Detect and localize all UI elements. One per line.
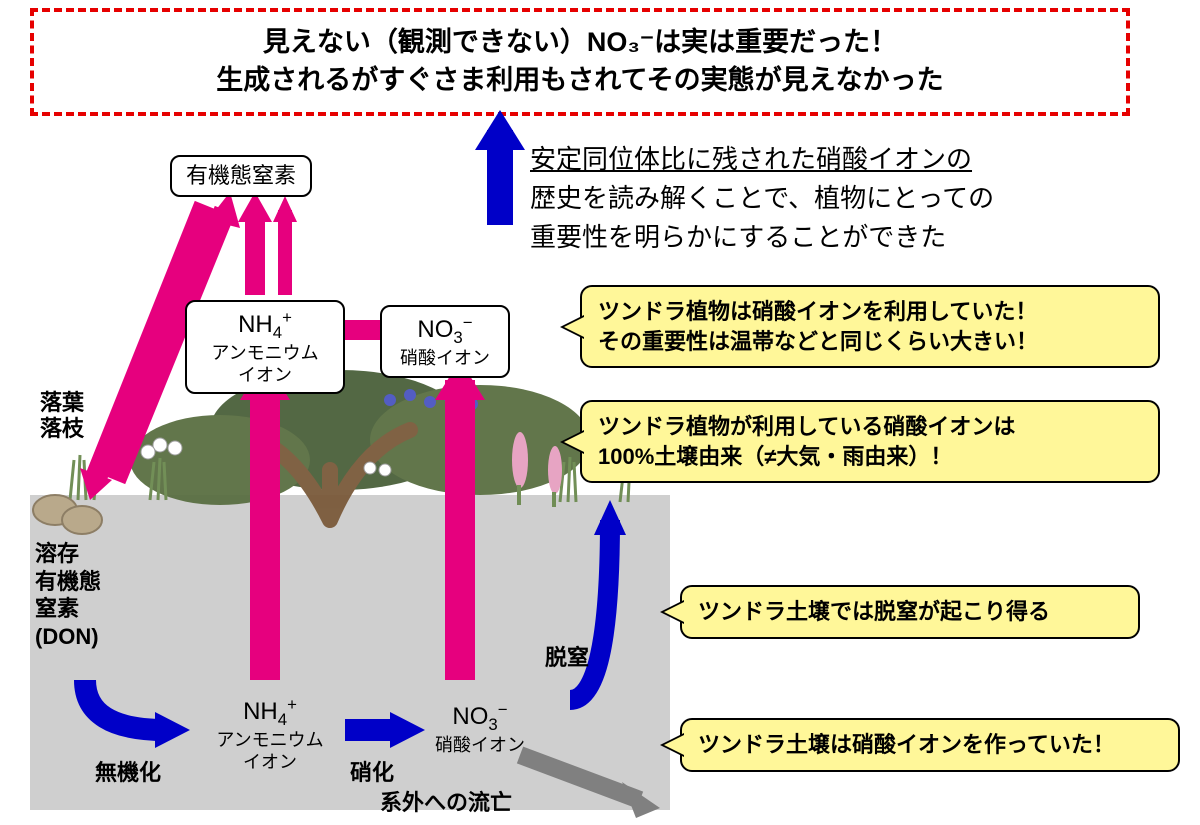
nh4-soil-l2: アンモニウム (195, 730, 345, 752)
don2: 有機態 (35, 568, 101, 596)
node-organic-n-label: 有機態窒素 (186, 163, 296, 188)
s3: ツンドラ土壌では脱窒が起こり得る (698, 599, 1050, 624)
label-nitrification: 硝化 (350, 760, 394, 786)
s1l1: ツンドラ植物は硝酸イオンを利用していた！ (598, 297, 1142, 327)
don3: 窒素 (35, 595, 101, 623)
s2l2: 100%土壌由来（≠大気・雨由来）！ (598, 442, 1142, 472)
don1: 溶存 (35, 540, 101, 568)
label-don: 溶存 有機態 窒素 (DON) (35, 540, 101, 650)
s4: ツンドラ土壌は硝酸イオンを作っていた！ (698, 732, 1115, 757)
nh4-soil-l3: イオン (195, 752, 345, 774)
nh4-top-l2: アンモニウム (201, 343, 329, 365)
no3-soil-l2: 硝酸イオン (420, 735, 540, 757)
speech-1: ツンドラ植物は硝酸イオンを利用していた！ その重要性は温帯などと同じくらい大きい… (580, 285, 1160, 368)
speech-2: ツンドラ植物が利用している硝酸イオンは 100%土壌由来（≠大気・雨由来）！ (580, 400, 1160, 483)
node-nh4-soil: NH4+ アンモニウム イオン (195, 695, 345, 773)
speech-3: ツンドラ土壌では脱窒が起こり得る (680, 585, 1140, 639)
no3-top-l2: 硝酸イオン (396, 348, 494, 370)
don4: (DON) (35, 623, 101, 651)
s2l1: ツンドラ植物が利用している硝酸イオンは (598, 412, 1142, 442)
node-no3-top: NO3− 硝酸イオン (380, 305, 510, 378)
label-outflow: 系外への流亡 (380, 790, 512, 816)
s1l2: その重要性は温帯などと同じくらい大きい！ (598, 327, 1142, 357)
label-denitrification: 脱窒 (545, 645, 589, 671)
node-organic-n: 有機態窒素 (170, 155, 312, 197)
node-nh4-top: NH4+ アンモニウム イオン (185, 300, 345, 394)
node-no3-soil: NO3− 硝酸イオン (420, 700, 540, 757)
nh4-top-l3: イオン (201, 365, 329, 387)
label-litter: 落葉 落枝 (40, 390, 84, 443)
label-mineralization: 無機化 (95, 760, 161, 786)
speech-4: ツンドラ土壌は硝酸イオンを作っていた！ (680, 718, 1180, 772)
